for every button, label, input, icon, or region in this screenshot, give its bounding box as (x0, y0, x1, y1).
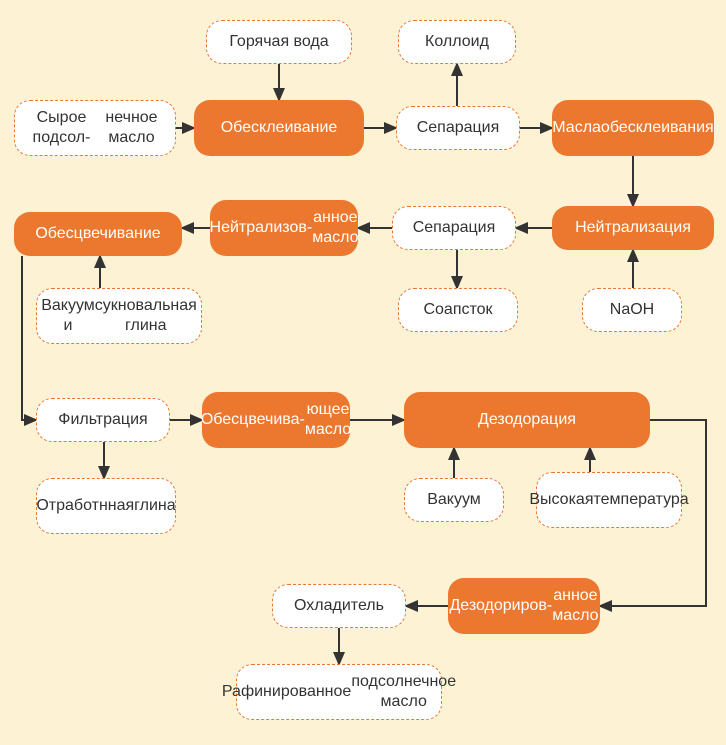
node-bleaching: Обесцвечивание (14, 212, 182, 256)
node-label-line: Обесцвечивание (35, 224, 160, 244)
node-label-line: Сепарация (413, 218, 496, 238)
node-degumming: Обесклеивание (194, 100, 364, 156)
node-vacuum_clay: Вакуум исукновальная глина (36, 288, 202, 344)
node-label-line: обесклеивания (601, 118, 714, 138)
node-label-line: Вакуум и (41, 296, 95, 336)
node-high_temp: Высокаятемпература (536, 472, 682, 528)
node-label-line: Горячая вода (229, 32, 328, 52)
node-separation1: Сепарация (396, 106, 520, 150)
node-soapstock: Соапсток (398, 288, 518, 332)
node-label-line: Обесцвечива- (201, 410, 305, 430)
node-label-line: нечное масло (98, 108, 165, 148)
node-hot_water: Горячая вода (206, 20, 352, 64)
node-vacuum: Вакуум (404, 478, 504, 522)
node-deodorization: Дезодорация (404, 392, 650, 448)
node-label-line: Дезодориров- (449, 596, 552, 616)
node-label-line: Фильтрация (58, 410, 147, 430)
node-separation2: Сепарация (392, 206, 516, 250)
node-neutralized_oil: Нейтрализов-анное масло (210, 200, 358, 256)
node-label-line: Обесклеивание (221, 118, 338, 138)
node-label-line: Сырое подсол- (25, 108, 98, 148)
node-filtration: Фильтрация (36, 398, 170, 442)
node-label-line: Соапсток (423, 300, 492, 320)
node-label-line: Нейтрализация (575, 218, 691, 238)
node-degummed_oil: Маслаобесклеивания (552, 100, 714, 156)
node-label-line: температура (594, 490, 689, 510)
node-raw_oil: Сырое подсол-нечное масло (14, 100, 176, 156)
node-label-line: Коллоид (425, 32, 489, 52)
node-label-line: ющее масло (305, 400, 351, 440)
node-refined_oil: Рафинированноеподсолнечное масло (236, 664, 442, 720)
node-neutralization: Нейтрализация (552, 206, 714, 250)
node-label-line: анное масло (552, 586, 598, 626)
node-label-line: NaOH (610, 300, 654, 320)
node-label-line: Высокая (529, 490, 593, 510)
node-deodorized_oil: Дезодориров-анное масло (448, 578, 600, 634)
node-label-line: Сепарация (417, 118, 500, 138)
node-label-line: Рафинированное (222, 682, 351, 702)
node-bleaching_oil: Обесцвечива-ющее масло (202, 392, 350, 448)
node-label-line: подсолнечное масло (351, 672, 456, 712)
node-label-line: Нейтрализов- (210, 218, 313, 238)
node-label-line: Масла (552, 118, 601, 138)
node-label-line: Отработнная (36, 496, 134, 516)
node-label-line: анное масло (312, 208, 358, 248)
edge-bleaching-to-filtration (22, 256, 36, 420)
node-colloid: Коллоид (398, 20, 516, 64)
node-naoh: NaOH (582, 288, 682, 332)
node-label-line: сукновальная глина (95, 296, 197, 336)
node-label-line: Дезодорация (478, 410, 576, 430)
node-cooler: Охладитель (272, 584, 406, 628)
flowchart-canvas: Горячая вода Коллоид Сырое подсол-нечное м… (0, 0, 726, 745)
node-label-line: глина (134, 496, 176, 516)
node-spent_clay: Отработннаяглина (36, 478, 176, 534)
node-label-line: Охладитель (294, 596, 384, 616)
node-label-line: Вакуум (427, 490, 481, 510)
